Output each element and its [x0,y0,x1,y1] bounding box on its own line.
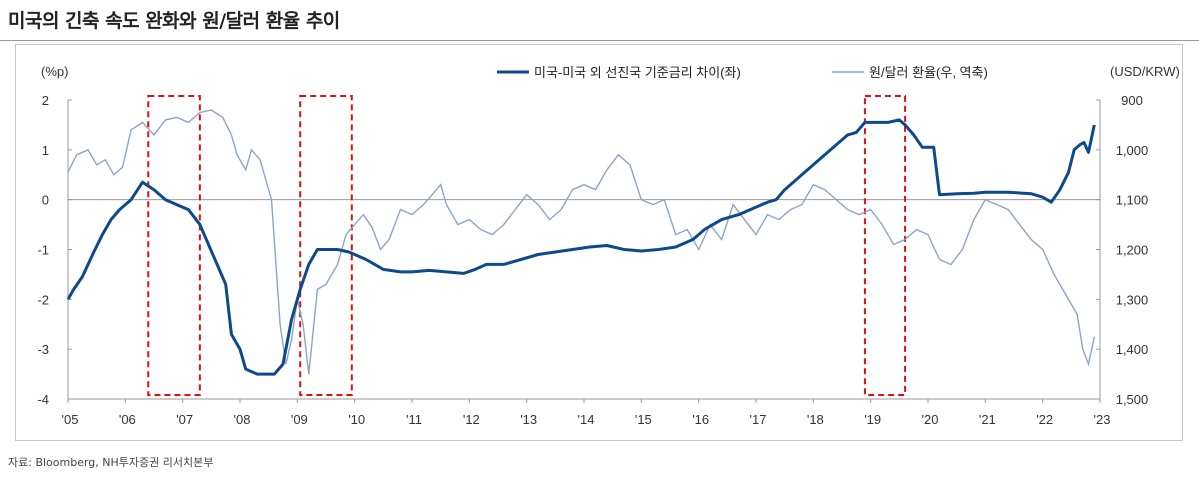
highlight-period-box [147,95,201,396]
x-tick-label: '16 [692,412,709,427]
x-tick-label: '17 [750,412,767,427]
x-tick-label: '22 [1036,412,1053,427]
left-tick-label: 2 [42,93,49,108]
right-tick-label: 1,500 [1116,392,1149,407]
x-tick-label: '06 [119,412,136,427]
right-tick-label: 1,200 [1116,243,1149,258]
x-tick-label: '14 [578,412,595,427]
legend-label-fx-rate: 원/달러 환율(우, 역축) [869,65,988,80]
left-tick-label: -2 [37,292,49,307]
right-tick-label: 1,100 [1116,193,1149,208]
right-tick-label: 1,400 [1116,342,1149,357]
highlight-period-box [299,95,353,396]
legend-label-rate-gap: 미국-미국 외 선진국 기준금리 차이(좌) [534,65,741,80]
highlight-period-box [863,95,907,396]
left-tick-label: 0 [42,193,49,208]
x-tick-label: '07 [176,412,193,427]
x-tick-label: '23 [1094,412,1111,427]
right-axis-unit: (USD/KRW) [1110,64,1180,79]
x-tick-label: '12 [463,412,480,427]
right-tick-label: 900 [1121,93,1143,108]
left-tick-label: -1 [37,243,49,258]
right-tick-label: 1,300 [1116,292,1149,307]
x-tick-label: '15 [635,412,652,427]
title-divider [0,40,1199,41]
x-tick-label: '21 [979,412,996,427]
page-title: 미국의 긴축 속도 완화와 원/달러 환율 추이 [8,10,340,32]
source-note: 자료: Bloomberg, NH투자증권 리서치본부 [8,456,214,469]
left-tick-label: 1 [42,143,49,158]
x-tick-label: '08 [234,412,251,427]
right-tick-label: 1,000 [1116,143,1149,158]
series-rate-gap-line [66,118,1096,376]
series-fx-rate-line [67,109,1095,375]
x-tick-label: '13 [520,412,537,427]
x-tick-label: '05 [62,412,79,427]
x-tick-label: '11 [406,412,422,427]
x-tick-label: '10 [348,412,365,427]
x-tick-label: '09 [291,412,308,427]
left-tick-label: -3 [37,342,49,357]
x-tick-label: '18 [807,412,824,427]
x-tick-label: '19 [864,412,881,427]
left-tick-label: -4 [37,392,49,407]
chart-frame [15,44,1183,441]
left-axis-unit: (%p) [41,64,68,79]
x-tick-label: '20 [922,412,939,427]
